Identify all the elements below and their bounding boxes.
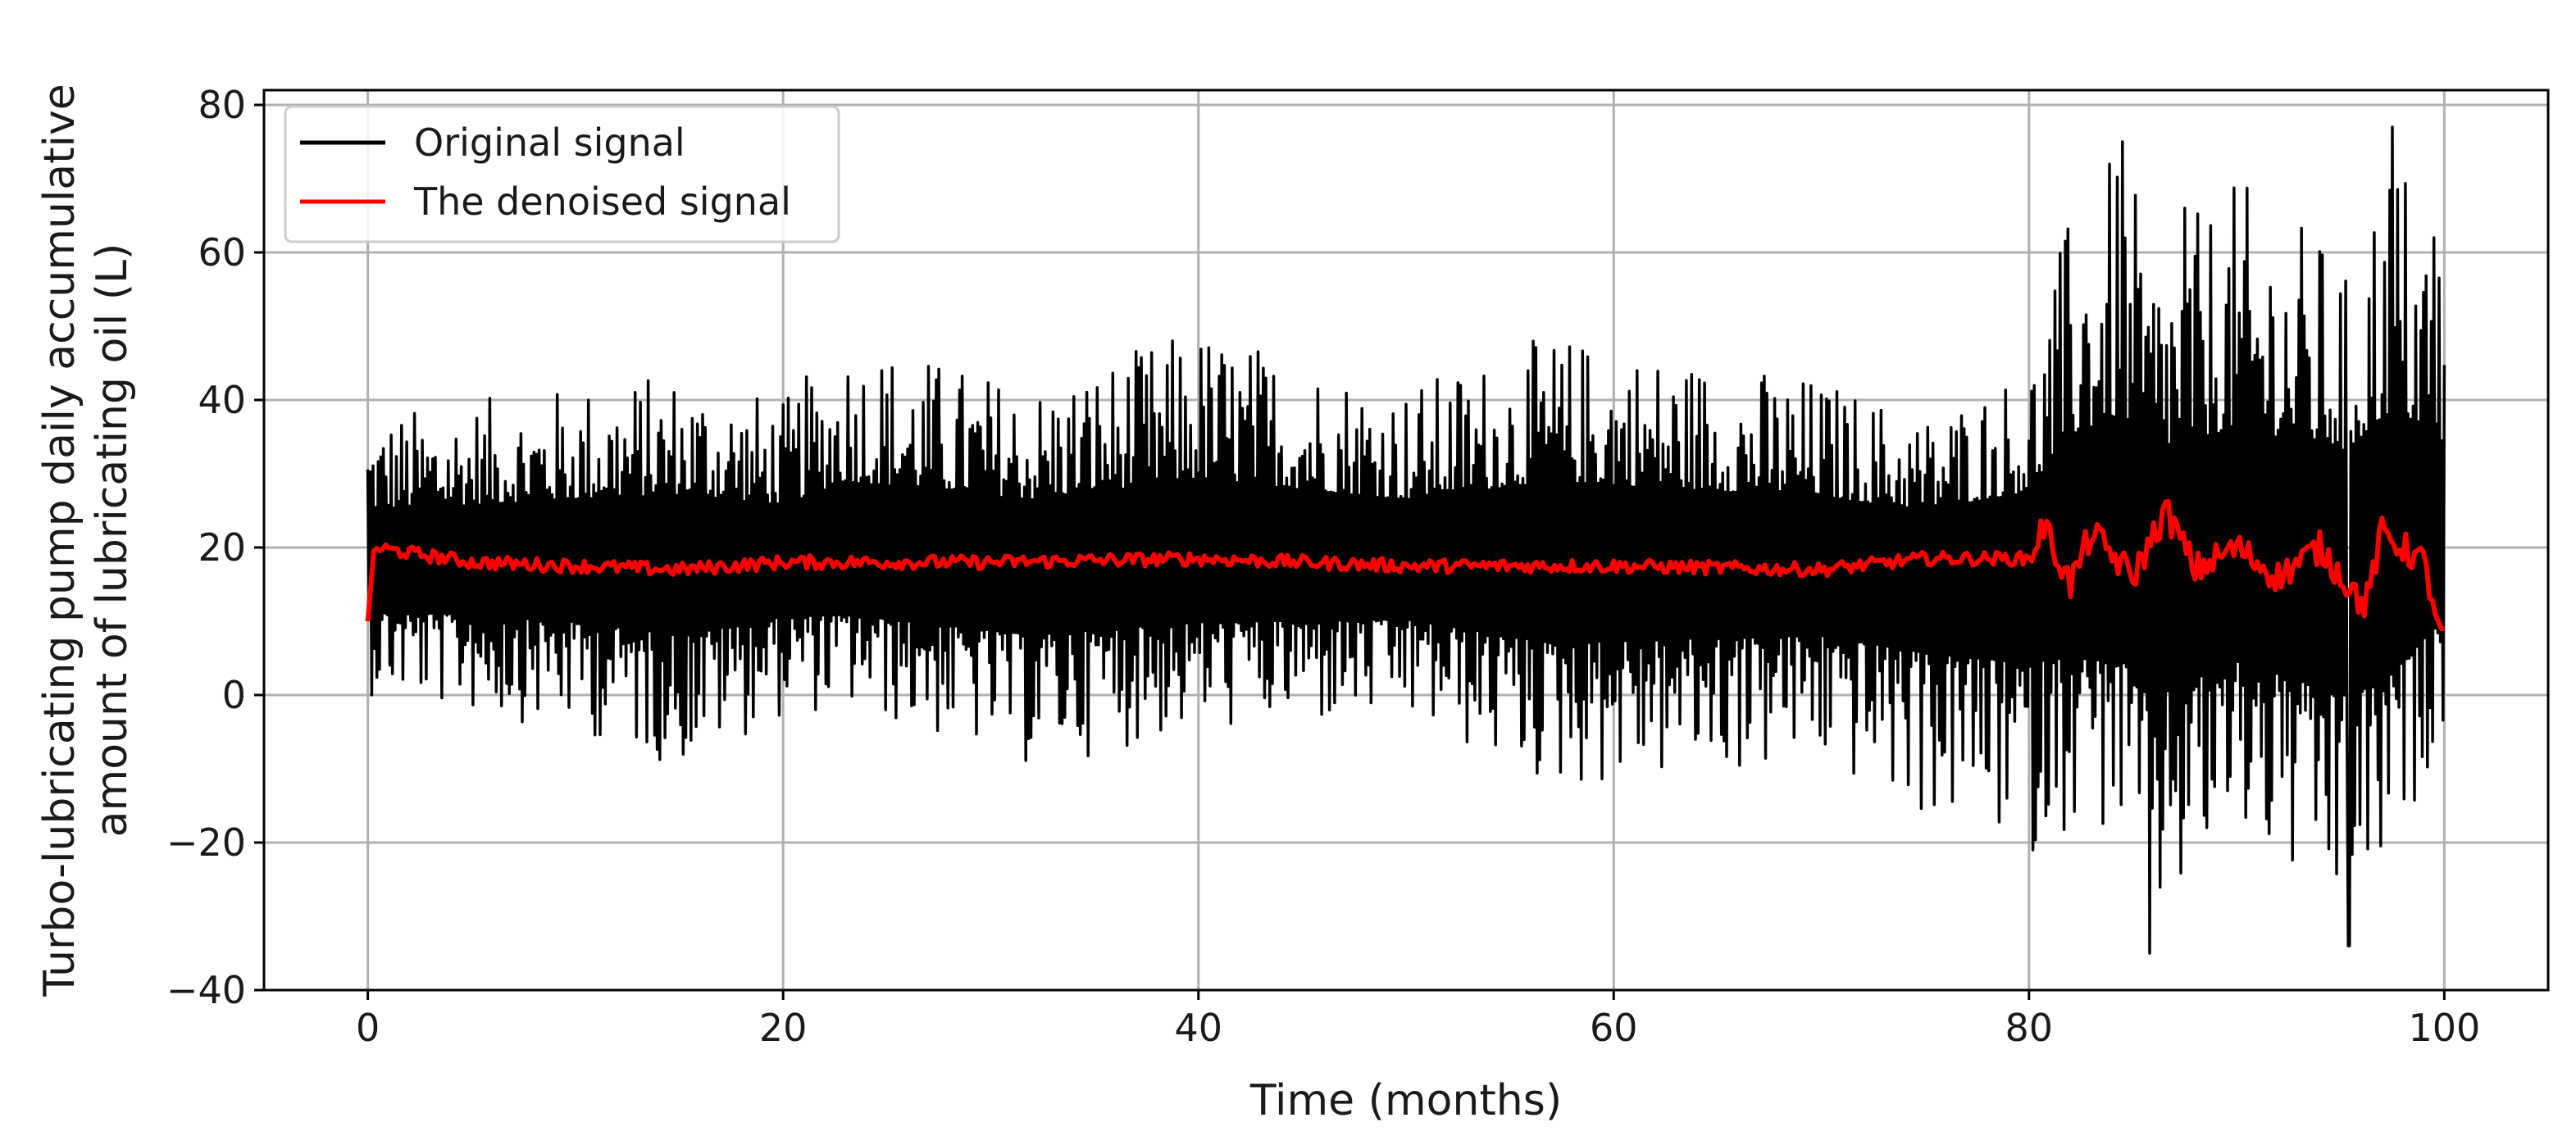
legend-label-denoised: The denoised signal [413, 179, 791, 224]
y-tick-label: 40 [198, 378, 246, 422]
plot-frame [262, 89, 2550, 992]
original-signal-line [366, 125, 2446, 955]
y-tick-label: 20 [198, 525, 246, 570]
y-tick-label: −40 [166, 968, 246, 1012]
y-tick-label: −20 [166, 820, 246, 865]
x-tick-label: 0 [356, 1006, 380, 1050]
legend: Original signal The denoised signal [284, 105, 840, 243]
legend-box [284, 105, 840, 243]
x-tick-label: 100 [2408, 1006, 2480, 1050]
denoised-signal-line [365, 498, 2445, 631]
y-axis-ticks: −40 −20 0 20 40 60 80 [166, 83, 264, 1012]
y-tick-label: 80 [198, 83, 246, 127]
y-tick-label: 0 [222, 673, 246, 717]
x-tick-label: 20 [759, 1006, 808, 1050]
x-axis-ticks: 0 20 40 60 80 100 [356, 990, 2480, 1050]
y-tick-label: 60 [198, 230, 246, 275]
x-tick-label: 80 [2005, 1006, 2054, 1050]
original-signal-series [366, 125, 2446, 955]
x-tick-label: 40 [1174, 1006, 1222, 1050]
y-axis-title-line-1: Turbo-lubricating pump daily accumulativ… [35, 84, 84, 997]
y-axis-title-line-2: amount of lubricating oil (L) [88, 243, 137, 838]
x-axis-title: Time (months) [1249, 1076, 1562, 1125]
legend-label-original: Original signal [414, 120, 685, 165]
denoised-signal-series [365, 498, 2445, 631]
x-tick-label: 60 [1590, 1006, 1638, 1050]
